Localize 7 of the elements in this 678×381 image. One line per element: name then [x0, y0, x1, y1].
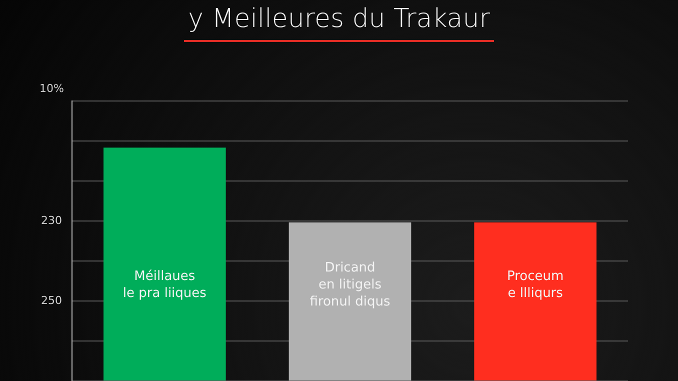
text: 10% — [40, 82, 64, 95]
text: 250 — [41, 294, 62, 307]
x-tick-label: Dricand en litigels fironul diqus — [310, 260, 390, 310]
x-tick-label: Proceum e llliqurs — [506, 268, 564, 301]
text: 230 — [41, 214, 62, 227]
chart-title: y Meilleures du Trakaur — [184, 4, 494, 42]
x-tick-label: Méillaues le pra liiques — [122, 268, 207, 301]
